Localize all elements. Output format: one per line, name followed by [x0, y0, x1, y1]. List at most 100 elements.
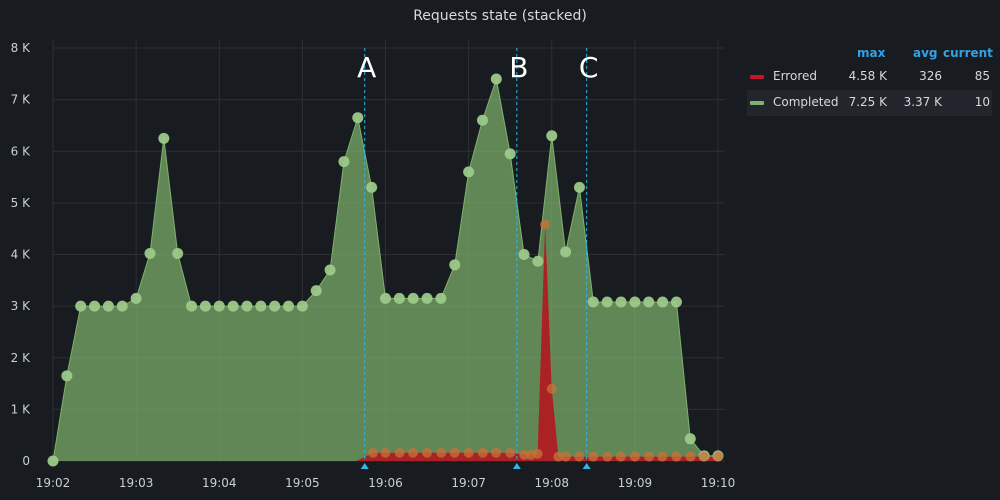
completed-point — [296, 300, 308, 312]
errored-point — [588, 451, 599, 462]
errored-point — [380, 447, 391, 458]
annotation-marker — [512, 463, 521, 469]
completed-point — [89, 300, 101, 312]
legend-header-max[interactable]: max — [857, 46, 886, 60]
legend-series-name[interactable]: Completed — [773, 95, 839, 109]
completed-point — [670, 296, 682, 308]
errored-point — [463, 447, 474, 458]
errored-point — [505, 447, 516, 458]
completed-point — [560, 246, 572, 258]
completed-point — [393, 292, 405, 304]
errored-point — [422, 447, 433, 458]
completed-point — [144, 247, 156, 259]
annotation-label: C — [579, 51, 599, 84]
completed-point — [435, 292, 447, 304]
x-tick-label: 19:04 — [202, 476, 237, 490]
completed-point — [532, 255, 544, 267]
completed-point — [102, 300, 114, 312]
errored-point — [657, 451, 668, 462]
completed-point — [366, 181, 378, 193]
completed-point — [186, 300, 198, 312]
x-tick-label: 19:05 — [285, 476, 320, 490]
y-tick-label: 5 K — [11, 196, 31, 210]
y-axis: 0 1 K 2 K 3 K 4 K 5 K 6 K 7 K 8 K — [11, 41, 31, 468]
annotation-marker — [582, 463, 591, 469]
legend-item-errored[interactable]: Errored 4.58 K 326 85 — [747, 64, 992, 90]
completed-point — [684, 433, 696, 445]
completed-area — [53, 78, 718, 461]
completed-point — [449, 259, 461, 271]
completed-point — [518, 249, 530, 260]
errored-point — [368, 447, 379, 458]
x-tick-label: 19:10 — [701, 476, 736, 490]
errored-point — [394, 447, 405, 458]
legend-max-value: 4.58 K — [848, 69, 887, 83]
annotation-label: A — [357, 51, 376, 84]
errored-point — [671, 451, 682, 462]
completed-point — [490, 73, 502, 85]
y-tick-label: 6 K — [11, 144, 31, 158]
completed-point — [213, 300, 225, 312]
completed-point — [130, 292, 142, 304]
completed-point — [116, 300, 128, 312]
completed-point — [283, 300, 295, 312]
completed-point — [172, 247, 184, 259]
errored-point — [436, 447, 447, 458]
completed-point — [269, 300, 281, 312]
errored-point — [553, 451, 564, 462]
legend-header-avg[interactable]: avg — [913, 46, 938, 60]
legend-avg-value: 326 — [919, 69, 942, 83]
x-tick-label: 19:06 — [368, 476, 403, 490]
errored-point — [644, 451, 655, 462]
x-tick-label: 19:07 — [451, 476, 486, 490]
legend-color-swatch[interactable] — [750, 101, 764, 105]
completed-point — [158, 132, 170, 144]
y-tick-label: 2 K — [11, 351, 31, 365]
legend-series-name[interactable]: Errored — [773, 69, 817, 83]
legend-max-value: 7.25 K — [848, 95, 887, 109]
x-tick-label: 19:08 — [534, 476, 569, 490]
errored-point — [540, 219, 551, 230]
errored-point — [532, 448, 543, 459]
annotation-label: B — [509, 51, 528, 84]
errored-point — [602, 451, 613, 462]
completed-point — [629, 296, 641, 308]
annotation-marker — [360, 463, 369, 469]
y-tick-label: 4 K — [11, 248, 31, 262]
errored-point — [560, 451, 571, 462]
errored-point — [713, 451, 723, 462]
y-tick-label: 8 K — [11, 41, 31, 55]
y-tick-label: 0 — [22, 454, 30, 468]
errored-point — [407, 447, 418, 458]
legend: max avg current Errored 4.58 K 326 85 Co… — [747, 44, 993, 116]
legend-header-current[interactable]: current — [943, 46, 993, 60]
completed-point — [380, 292, 391, 304]
completed-point — [476, 114, 488, 126]
completed-point — [255, 300, 267, 312]
completed-point — [241, 300, 253, 312]
completed-point — [75, 300, 87, 312]
completed-point — [421, 292, 433, 304]
series-points — [47, 73, 724, 467]
completed-point — [227, 300, 239, 312]
errored-point — [574, 451, 585, 462]
errored-point — [685, 451, 696, 462]
errored-point — [491, 447, 502, 458]
legend-item-completed[interactable]: Completed 7.25 K 3.37 K 10 — [747, 90, 992, 116]
panel-title[interactable]: Requests state (stacked) — [413, 8, 587, 24]
errored-point — [477, 447, 488, 458]
legend-color-swatch[interactable] — [750, 75, 764, 79]
completed-point — [61, 370, 73, 382]
completed-point — [504, 148, 516, 160]
errored-point — [698, 451, 709, 462]
completed-point — [587, 296, 599, 308]
y-tick-label: 7 K — [11, 93, 31, 107]
completed-point — [657, 296, 669, 308]
errored-point — [629, 451, 640, 462]
y-tick-label: 3 K — [11, 299, 31, 313]
completed-point — [324, 264, 336, 276]
x-tick-label: 19:02 — [36, 476, 71, 490]
chart-area[interactable]: A B C 0 1 K 2 K 3 K 4 K 5 K 6 K 7 K 8 K 19:02 19:03… — [0, 0, 745, 500]
completed-point — [47, 455, 59, 467]
